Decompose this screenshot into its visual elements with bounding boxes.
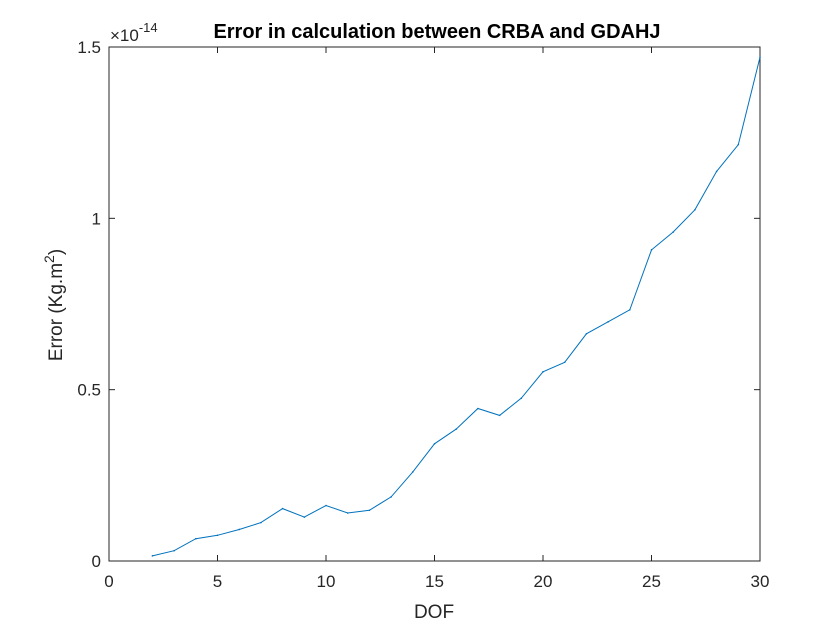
chart-title: Error in calculation between CRBA and GD… bbox=[213, 21, 660, 43]
y-tick-label: 0 bbox=[92, 552, 101, 571]
x-tick-label: 0 bbox=[104, 572, 113, 591]
exponent-base: ×10 bbox=[110, 26, 139, 45]
x-axis-ticks: 0 5 10 15 20 25 30 bbox=[104, 47, 769, 591]
data-point bbox=[412, 471, 414, 473]
plot-area: 0 5 10 15 20 25 30 0 0.5 1 1.5 bbox=[77, 38, 769, 591]
data-point bbox=[715, 170, 718, 173]
data-point bbox=[520, 397, 523, 400]
data-point bbox=[672, 231, 674, 233]
x-axis-label: DOF bbox=[414, 602, 454, 623]
data-point bbox=[151, 555, 154, 557]
y-axis-label-main: Error (Kg.m bbox=[46, 263, 67, 361]
data-point bbox=[303, 516, 306, 518]
axes-box bbox=[108, 46, 761, 562]
y-tick-label: 0.5 bbox=[77, 381, 101, 400]
data-point bbox=[737, 143, 740, 146]
y-axis-label-suffix: ) bbox=[46, 249, 67, 255]
data-point bbox=[368, 509, 371, 512]
data-point bbox=[260, 521, 262, 524]
data-point bbox=[629, 309, 631, 311]
data-point bbox=[433, 443, 436, 445]
data-point bbox=[563, 361, 566, 364]
y-axis-label: Error (Kg.m2) bbox=[41, 249, 67, 361]
data-point bbox=[607, 321, 609, 323]
data-point bbox=[650, 249, 653, 251]
data-point bbox=[173, 549, 175, 552]
data-point bbox=[694, 208, 696, 211]
data-point bbox=[585, 333, 588, 335]
x-tick-label: 30 bbox=[751, 572, 770, 591]
x-tick-label: 25 bbox=[642, 572, 661, 591]
data-point bbox=[238, 528, 240, 531]
x-tick-label: 10 bbox=[317, 572, 336, 591]
x-tick-label: 5 bbox=[213, 572, 222, 591]
x-tick-label: 20 bbox=[534, 572, 553, 591]
y-axis-label-superscript: 2 bbox=[41, 255, 57, 263]
data-point bbox=[216, 534, 219, 537]
y-tick-label: 1.5 bbox=[77, 38, 101, 57]
y-tick-label: 1 bbox=[92, 209, 101, 228]
data-points bbox=[151, 56, 761, 557]
data-point bbox=[455, 428, 458, 430]
x-tick-label: 15 bbox=[425, 572, 444, 591]
data-point bbox=[325, 504, 327, 507]
data-point bbox=[390, 496, 392, 498]
exponent-power: -14 bbox=[139, 20, 158, 35]
data-point bbox=[498, 414, 501, 417]
data-point bbox=[542, 371, 544, 373]
data-point bbox=[346, 512, 349, 514]
exponent-label: ×10-14 bbox=[110, 20, 158, 45]
data-point bbox=[195, 537, 197, 540]
y-axis-ticks: 0 0.5 1 1.5 bbox=[77, 38, 760, 571]
data-point bbox=[759, 56, 761, 59]
data-point bbox=[281, 507, 284, 510]
data-point bbox=[477, 407, 479, 410]
